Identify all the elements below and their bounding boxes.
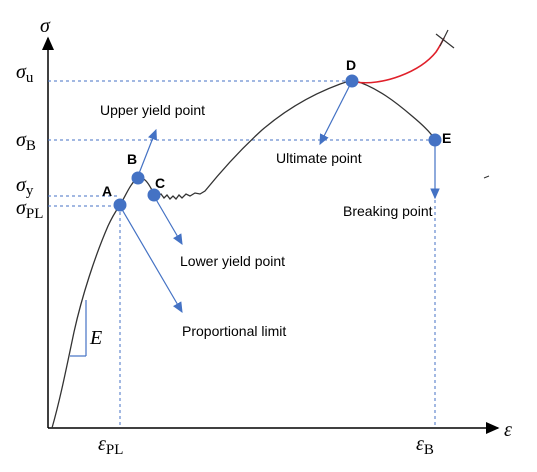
proportional-limit-label: Proportional limit [182, 323, 286, 339]
point-c-label: C [155, 175, 165, 191]
tick-sigma-y: σy [16, 174, 34, 199]
point-a-label: A [102, 183, 112, 199]
tick-eps-pl: εPL [98, 433, 123, 458]
lower-yield-label: Lower yield point [180, 253, 285, 269]
y-axis-symbol: σ [40, 15, 51, 37]
modulus-triangle [70, 300, 87, 357]
arrow-lower-yield [153, 195, 183, 246]
stray-tick [483, 175, 490, 179]
point-d-marker [345, 74, 359, 88]
point-e-marker [428, 133, 442, 147]
point-b-marker [131, 171, 145, 185]
modulus-label: E [89, 327, 102, 349]
point-a-marker [113, 198, 127, 212]
upper-yield-label: Upper yield point [100, 102, 205, 118]
point-c-marker [147, 188, 161, 202]
annotation-arrows [119, 80, 440, 314]
point-d-label: D [346, 57, 356, 73]
ultimate-point-label: Ultimate point [276, 150, 362, 166]
x-axis-symbol: ε [504, 419, 512, 441]
necking-segment [355, 37, 445, 84]
arrow-upper-yield [137, 128, 157, 177]
tick-eps-b: εB [416, 433, 434, 458]
tick-sigma-u: σu [16, 61, 34, 86]
breaking-point-label: Breaking point [343, 203, 433, 219]
point-b-label: B [127, 151, 137, 167]
point-e-label: E [442, 130, 451, 146]
arrow-ultimate [319, 80, 353, 146]
tick-sigma-pl: σPL [16, 197, 43, 222]
fracture-cross-icon [435, 29, 455, 49]
arrow-proportional-limit [119, 205, 183, 314]
tick-sigma-b: σB [16, 129, 36, 154]
